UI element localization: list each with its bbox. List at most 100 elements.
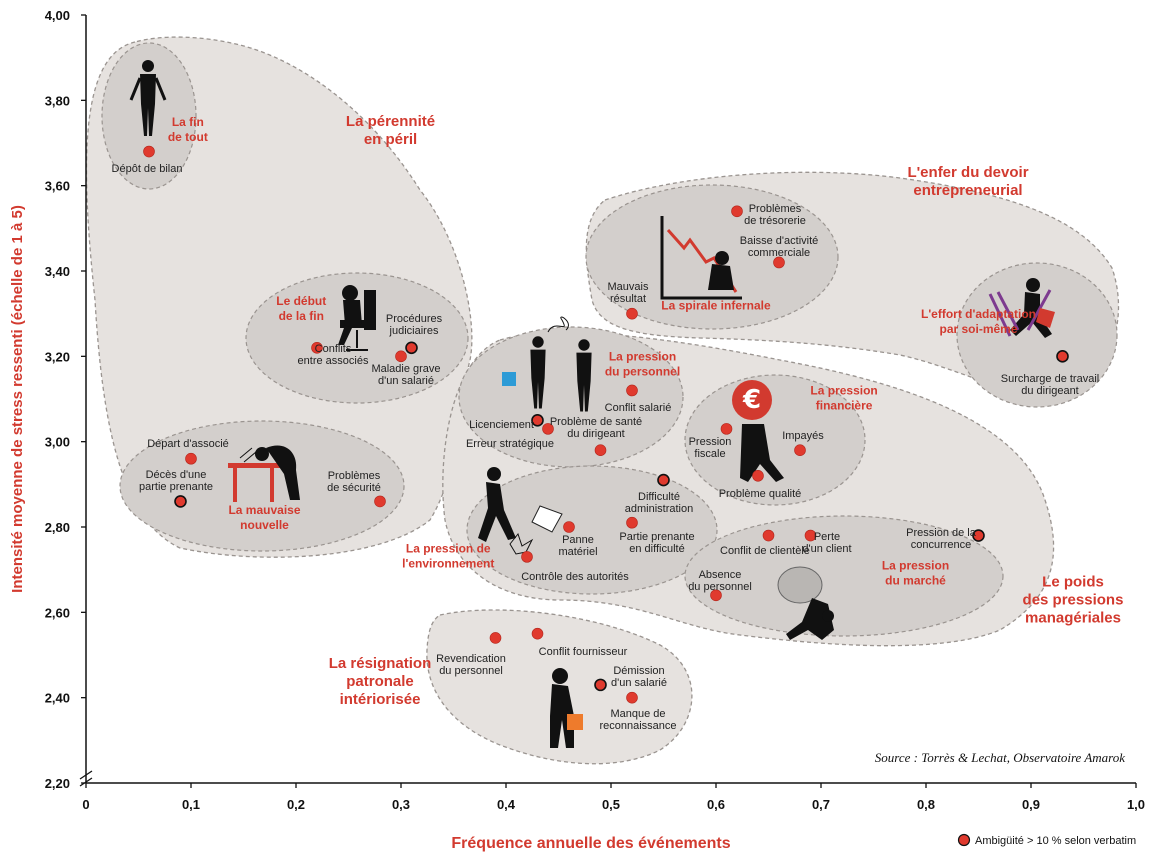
x-tick-label: 0,8 — [917, 797, 935, 812]
data-point — [531, 414, 544, 427]
handshake-icon — [502, 316, 592, 412]
group-label: L'enfer du devoir entrepreneurial — [907, 164, 1028, 199]
point-label: Dépôt de bilan — [112, 163, 183, 175]
walking-man-bag-icon — [550, 668, 583, 748]
data-point — [804, 529, 817, 542]
bubble-spirale — [585, 184, 839, 330]
y-tick-label: 2,40 — [45, 691, 70, 706]
data-point — [542, 423, 554, 435]
group-label: La résignation patronale intériorisée — [329, 655, 432, 708]
x-tick-label: 0 — [82, 797, 89, 812]
data-point — [405, 341, 418, 355]
point-label: Conflit de clientèle — [720, 545, 810, 557]
group-label: Le poids des pressions managériales — [1023, 574, 1124, 627]
axis-break-marker — [79, 770, 93, 787]
group-label: La pression du personnel — [605, 350, 680, 379]
x-tick-label: 0,9 — [1022, 797, 1040, 812]
x-tick-label: 0,6 — [707, 797, 725, 812]
data-point — [531, 627, 544, 640]
x-axis-title: Fréquence annuelle des événements — [451, 835, 730, 852]
data-point — [731, 205, 743, 218]
data-point — [626, 691, 638, 704]
group-label: L'effort d'adaptation par soi-même — [921, 307, 1036, 336]
point-label: Perte d'un client — [802, 531, 851, 555]
falling-chart-icon — [660, 216, 742, 300]
data-point — [521, 551, 533, 563]
data-point — [626, 307, 638, 320]
x-tick-label: 1,0 — [1127, 797, 1145, 812]
bubble-pression-financiere — [684, 374, 866, 506]
data-point — [143, 145, 155, 158]
y-tick-label: 3,00 — [45, 435, 70, 450]
data-point — [489, 632, 502, 644]
y-tick-label: 3,20 — [45, 349, 70, 364]
desk-despair-icon — [228, 445, 300, 502]
point-label: Problèmes de sécurité — [327, 470, 381, 494]
point-label: Partie prenante en difficulté — [619, 531, 694, 555]
bubble-pression-personnel — [458, 326, 684, 468]
point-label: Impayés — [782, 430, 824, 442]
point-label: Problème de santé du dirigeant — [550, 416, 642, 440]
legend-marker — [957, 833, 971, 847]
running-man-icon — [478, 467, 563, 555]
bubble-pression-marche — [684, 515, 1004, 637]
data-point — [657, 473, 670, 487]
x-tick-label: 0,5 — [602, 797, 620, 812]
legend-label: Ambigüité > 10 % selon verbatim — [975, 835, 1136, 847]
y-tick-label: 3,80 — [45, 93, 70, 108]
data-point — [185, 452, 197, 465]
svg-text:€: € — [742, 385, 761, 415]
group-labels: La pérennité en péril L'enfer du devoir ent… — [168, 113, 1124, 708]
x-tick-label: 0,2 — [287, 797, 305, 812]
point-label: Difficulté administration — [625, 491, 693, 515]
office-chair-man-icon — [338, 285, 376, 351]
point-label: Mauvais résultat — [608, 281, 649, 305]
point-label: Problème qualité — [719, 488, 802, 500]
y-tick-label: 4,00 — [45, 8, 70, 23]
data-point — [563, 521, 575, 533]
y-tick-label: 2,60 — [45, 605, 70, 620]
point-label: Décès d'une partie prenante — [139, 469, 213, 493]
source-note: Source : Torrès & Lechat, Observatoire A… — [875, 750, 1125, 765]
data-point — [794, 444, 806, 457]
data-point — [311, 341, 323, 354]
point-label: Licenciement — [469, 419, 534, 431]
point-label: Erreur stratégique — [466, 438, 554, 450]
point-label: Pression fiscale — [689, 436, 732, 460]
data-point — [395, 350, 407, 363]
data-point — [626, 516, 638, 529]
point-label: Revendication du personnel — [436, 653, 506, 677]
y-tick-label: 2,80 — [45, 520, 70, 535]
point-label: Surcharge de travail du dirigeant — [1001, 373, 1099, 397]
data-point — [374, 495, 386, 508]
point-label: Conflit salarié — [605, 402, 672, 414]
point-label: Contrôle des autorités — [521, 571, 629, 583]
point-label: Manque de reconnaissance — [599, 708, 676, 732]
group-label: La pression du marché — [882, 559, 949, 588]
y-tick-label: 2,20 — [45, 776, 70, 791]
data-point — [1056, 350, 1069, 363]
group-label: La spirale infernale — [661, 298, 771, 312]
data-point — [174, 495, 187, 508]
group-label: La pression financière — [810, 384, 877, 413]
x-tick-label: 0,1 — [182, 797, 200, 812]
data-points — [143, 145, 1069, 704]
y-axis-title: Intensité moyenne de stress ressenti (éc… — [9, 205, 26, 593]
data-point — [710, 589, 722, 602]
x-tick-label: 0,4 — [497, 797, 516, 812]
point-label: Baisse d'activité commerciale — [740, 235, 819, 259]
data-point — [594, 678, 607, 692]
striding-man-icon — [988, 278, 1055, 338]
point-label: Procédures judiciaires — [386, 313, 443, 337]
data-point — [972, 529, 985, 542]
y-tick-label: 3,60 — [45, 179, 70, 194]
rock-carrier-icon — [777, 566, 834, 640]
y-tick-label: 3,40 — [45, 264, 70, 279]
point-labels: Dépôt de bilan Conflits entre associésMala… — [112, 163, 1100, 732]
point-label: Pression de la concurrence — [906, 527, 977, 551]
point-label: Conflits entre associés — [298, 343, 369, 367]
point-label: Maladie grave d'un salarié — [371, 363, 440, 387]
axes: 2,20 2,40 2,60 2,80 3,00 3,20 3,40 3,60 3,80 4,00… — [45, 8, 1145, 812]
point-label: Problèmes de trésorerie — [744, 203, 806, 227]
